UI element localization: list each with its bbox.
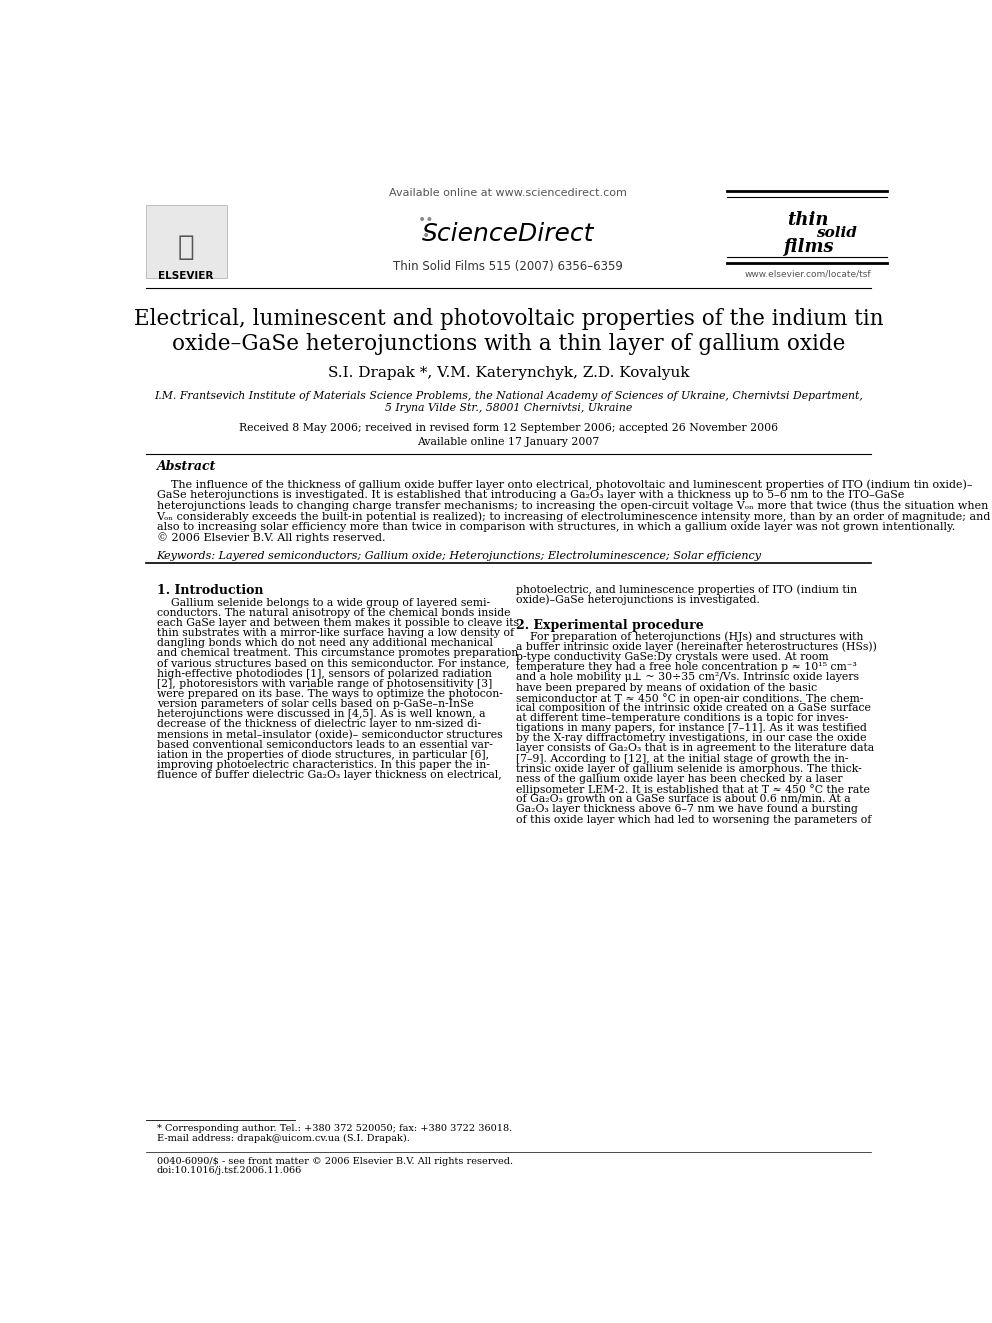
Text: decrease of the thickness of dielectric layer to nm-sized di-: decrease of the thickness of dielectric …: [157, 720, 481, 729]
Text: 2. Experimental procedure: 2. Experimental procedure: [516, 619, 704, 631]
Text: ScienceDirect: ScienceDirect: [423, 222, 594, 246]
Text: version parameters of solar cells based on p-GaSe–n-InSe: version parameters of solar cells based …: [157, 699, 473, 709]
Text: films: films: [784, 238, 834, 257]
Text: GaSe heterojunctions is investigated. It is established that introducing a Ga₂O₃: GaSe heterojunctions is investigated. It…: [157, 490, 904, 500]
Text: at different time–temperature conditions is a topic for inves-: at different time–temperature conditions…: [516, 713, 848, 722]
Text: Vₒₙ considerably exceeds the built-in potential is realized); to increasing of e: Vₒₙ considerably exceeds the built-in po…: [157, 511, 991, 521]
Text: iation in the properties of diode structures, in particular [6],: iation in the properties of diode struct…: [157, 750, 489, 759]
Text: Electrical, luminescent and photovoltaic properties of the indium tin: Electrical, luminescent and photovoltaic…: [134, 308, 883, 329]
Text: oxide–GaSe heterojunctions with a thin layer of gallium oxide: oxide–GaSe heterojunctions with a thin l…: [172, 332, 845, 355]
Text: thin substrates with a mirror-like surface having a low density of: thin substrates with a mirror-like surfa…: [157, 628, 514, 638]
Text: For preparation of heterojunctions (HJs) and structures with: For preparation of heterojunctions (HJs)…: [516, 631, 863, 642]
Text: and a hole mobility μ⊥ ~ 30÷35 cm²/Vs. Intrinsic oxide layers: and a hole mobility μ⊥ ~ 30÷35 cm²/Vs. I…: [516, 672, 859, 683]
Text: 1. Introduction: 1. Introduction: [157, 585, 263, 598]
Text: fluence of buffer dielectric Ga₂O₃ layer thickness on electrical,: fluence of buffer dielectric Ga₂O₃ layer…: [157, 770, 501, 781]
Text: The influence of the thickness of gallium oxide buffer layer onto electrical, ph: The influence of the thickness of galliu…: [157, 479, 972, 490]
Text: temperature they had a free hole concentration p ≈ 10¹⁵ cm⁻³: temperature they had a free hole concent…: [516, 663, 857, 672]
Text: heterojunctions were discussed in [4,5]. As is well known, a: heterojunctions were discussed in [4,5].…: [157, 709, 485, 720]
Text: mensions in metal–insulator (oxide)– semiconductor structures: mensions in metal–insulator (oxide)– sem…: [157, 730, 502, 740]
Text: trinsic oxide layer of gallium selenide is amorphous. The thick-: trinsic oxide layer of gallium selenide …: [516, 763, 862, 774]
Bar: [146, 205, 227, 278]
Text: thin: thin: [787, 212, 828, 229]
Text: were prepared on its base. The ways to optimize the photocon-: were prepared on its base. The ways to o…: [157, 689, 502, 699]
Text: Available online 17 January 2007: Available online 17 January 2007: [418, 437, 599, 447]
Text: conductors. The natural anisotropy of the chemical bonds inside: conductors. The natural anisotropy of th…: [157, 607, 510, 618]
Text: I.M. Frantsevich Institute of Materials Science Problems, the National Academy o: I.M. Frantsevich Institute of Materials …: [154, 390, 863, 401]
Text: heterojunctions leads to changing charge transfer mechanisms; to increasing the : heterojunctions leads to changing charge…: [157, 500, 988, 511]
Text: ical composition of the intrinsic oxide created on a GaSe surface: ical composition of the intrinsic oxide …: [516, 703, 871, 713]
Text: © 2006 Elsevier B.V. All rights reserved.: © 2006 Elsevier B.V. All rights reserved…: [157, 532, 385, 542]
Text: each GaSe layer and between them makes it possible to cleave its: each GaSe layer and between them makes i…: [157, 618, 519, 628]
Text: tigations in many papers, for instance [7–11]. As it was testified: tigations in many papers, for instance […: [516, 724, 867, 733]
Text: 0040-6090/$ - see front matter © 2006 Elsevier B.V. All rights reserved.: 0040-6090/$ - see front matter © 2006 El…: [157, 1156, 513, 1166]
Text: * Corresponding author. Tel.: +380 372 520050; fax: +380 3722 36018.: * Corresponding author. Tel.: +380 372 5…: [157, 1123, 512, 1132]
Text: ELSEVIER: ELSEVIER: [159, 271, 213, 280]
Text: Received 8 May 2006; received in revised form 12 September 2006; accepted 26 Nov: Received 8 May 2006; received in revised…: [239, 423, 778, 433]
Text: of this oxide layer which had led to worsening the parameters of: of this oxide layer which had led to wor…: [516, 815, 872, 824]
Text: solid: solid: [816, 226, 857, 241]
Text: of Ga₂O₃ growth on a GaSe surface is about 0.6 nm/min. At a: of Ga₂O₃ growth on a GaSe surface is abo…: [516, 794, 851, 804]
Text: Abstract: Abstract: [157, 460, 216, 474]
Text: based conventional semiconductors leads to an essential var-: based conventional semiconductors leads …: [157, 740, 492, 750]
Text: Available online at www.sciencedirect.com: Available online at www.sciencedirect.co…: [390, 188, 627, 198]
Text: oxide)–GaSe heterojunctions is investigated.: oxide)–GaSe heterojunctions is investiga…: [516, 594, 760, 605]
Text: E-mail address: drapak@uicom.cv.ua (S.I. Drapak).: E-mail address: drapak@uicom.cv.ua (S.I.…: [157, 1134, 410, 1143]
Text: Ga₂O₃ layer thickness above 6–7 nm we have found a bursting: Ga₂O₃ layer thickness above 6–7 nm we ha…: [516, 804, 858, 815]
Text: Keywords: Layered semiconductors; Gallium oxide; Heterojunctions; Electrolumines: Keywords: Layered semiconductors; Galliu…: [157, 550, 762, 561]
Text: ness of the gallium oxide layer has been checked by a laser: ness of the gallium oxide layer has been…: [516, 774, 842, 785]
Text: 🌳: 🌳: [178, 233, 194, 262]
Text: improving photoelectric characteristics. In this paper the in-: improving photoelectric characteristics.…: [157, 761, 489, 770]
Text: Thin Solid Films 515 (2007) 6356–6359: Thin Solid Films 515 (2007) 6356–6359: [394, 261, 623, 273]
Text: photoelectric, and luminescence properties of ITO (indium tin: photoelectric, and luminescence properti…: [516, 585, 857, 595]
Text: www.elsevier.com/locate/tsf: www.elsevier.com/locate/tsf: [744, 270, 871, 279]
Text: 5 Iryna Vilde Str., 58001 Chernivtsi, Ukraine: 5 Iryna Vilde Str., 58001 Chernivtsi, Uk…: [385, 404, 632, 413]
Text: high-effective photodiodes [1], sensors of polarized radiation: high-effective photodiodes [1], sensors …: [157, 668, 491, 679]
Text: semiconductor at T ≈ 450 °C in open-air conditions. The chem-: semiconductor at T ≈ 450 °C in open-air …: [516, 693, 863, 704]
Text: p-type conductivity GaSe:Dy crystals were used. At room: p-type conductivity GaSe:Dy crystals wer…: [516, 652, 828, 662]
Text: ellipsometer LEM-2. It is established that at T ≈ 450 °C the rate: ellipsometer LEM-2. It is established th…: [516, 785, 870, 795]
Text: [7–9]. According to [12], at the initial stage of growth the in-: [7–9]. According to [12], at the initial…: [516, 754, 848, 763]
Text: [2], photoresistors with variable range of photosensitivity [3]: [2], photoresistors with variable range …: [157, 679, 492, 689]
Text: ••
•: •• •: [418, 213, 434, 243]
Text: and chemical treatment. This circumstance promotes preparation: and chemical treatment. This circumstanc…: [157, 648, 518, 659]
Text: a buffer intrinsic oxide layer (hereinafter heterostructures (HSs)): a buffer intrinsic oxide layer (hereinaf…: [516, 642, 877, 652]
Text: layer consists of Ga₂O₃ that is in agreement to the literature data: layer consists of Ga₂O₃ that is in agree…: [516, 744, 874, 754]
Text: by the X-ray diffractometry investigations, in our case the oxide: by the X-ray diffractometry investigatio…: [516, 733, 867, 744]
Text: Gallium selenide belongs to a wide group of layered semi-: Gallium selenide belongs to a wide group…: [157, 598, 490, 607]
Text: of various structures based on this semiconductor. For instance,: of various structures based on this semi…: [157, 659, 509, 668]
Text: have been prepared by means of oxidation of the basic: have been prepared by means of oxidation…: [516, 683, 817, 692]
Text: dangling bonds which do not need any additional mechanical: dangling bonds which do not need any add…: [157, 638, 493, 648]
Text: doi:10.1016/j.tsf.2006.11.066: doi:10.1016/j.tsf.2006.11.066: [157, 1166, 302, 1175]
Text: S.I. Drapak *, V.M. Katerynchyk, Z.D. Kovalyuk: S.I. Drapak *, V.M. Katerynchyk, Z.D. Ko…: [327, 366, 689, 380]
Text: also to increasing solar efficiency more than twice in comparison with structure: also to increasing solar efficiency more…: [157, 521, 954, 532]
